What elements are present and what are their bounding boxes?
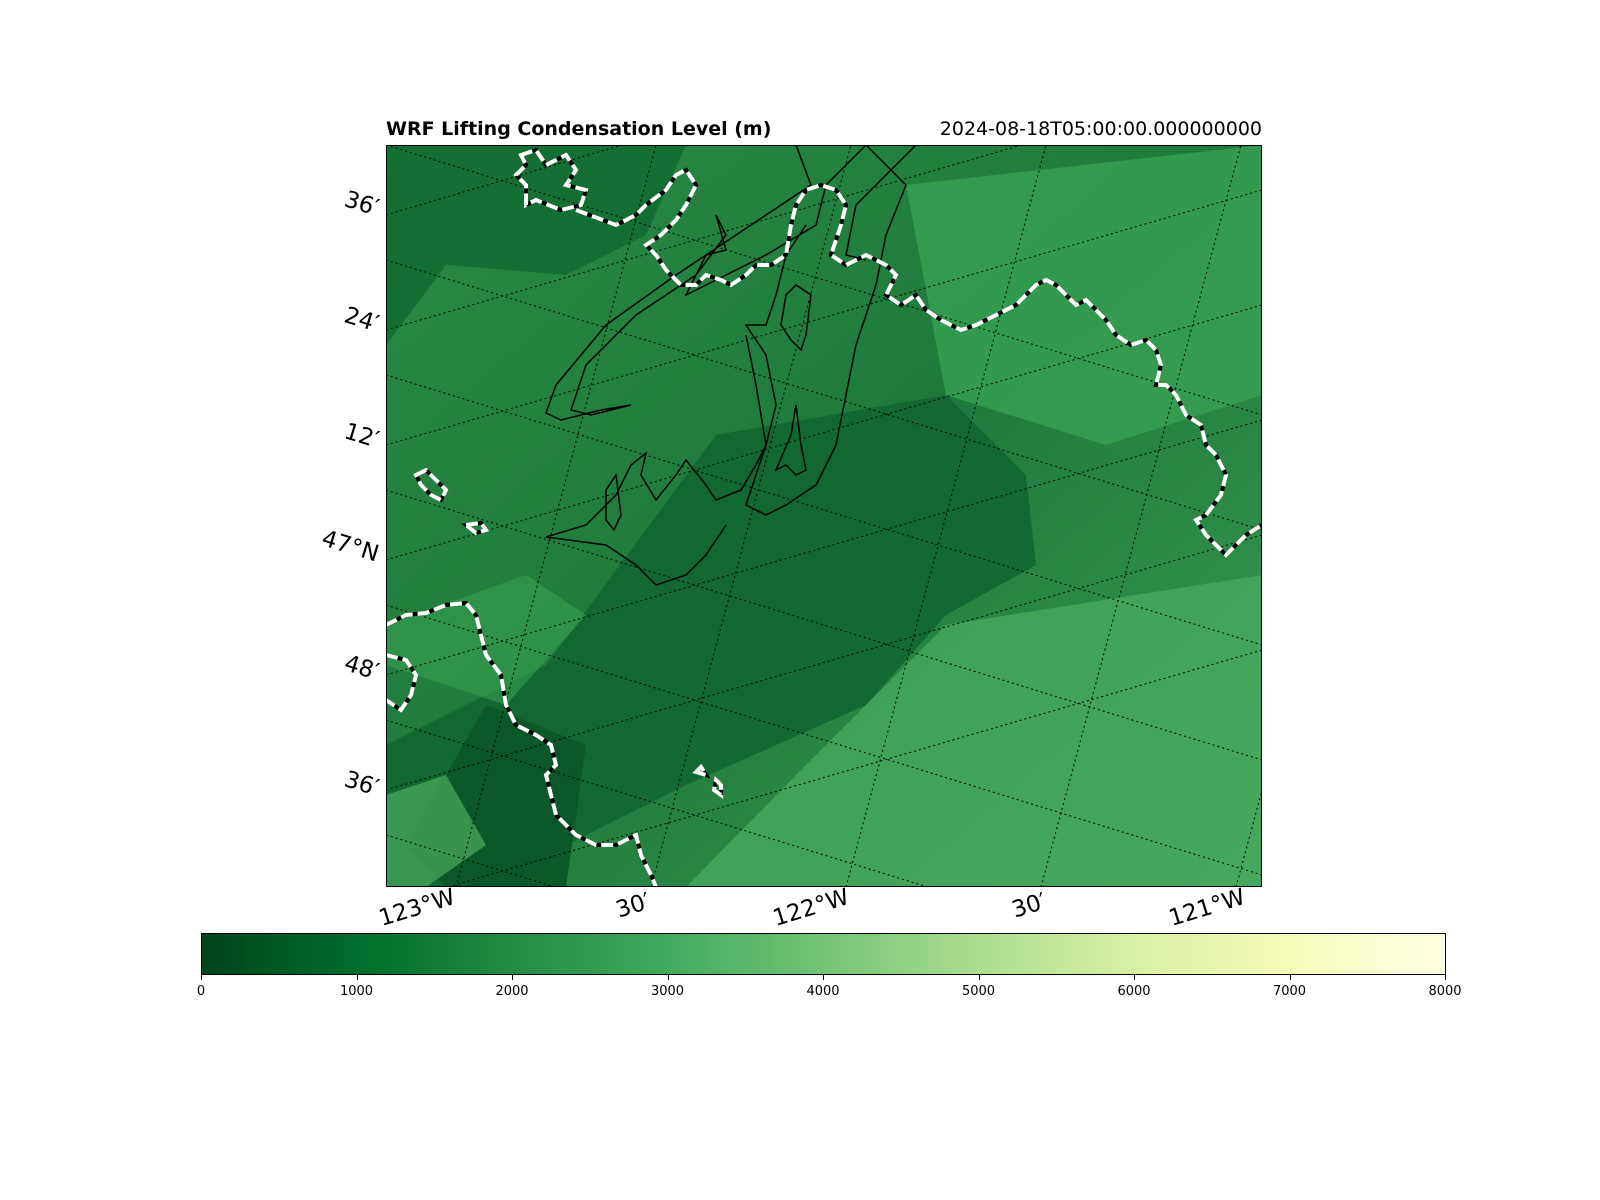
colorbar-tick <box>1445 975 1446 980</box>
colorbar-tick <box>512 975 513 980</box>
colorbar-tick-label: 2000 <box>495 984 529 999</box>
lon-label: 30′ <box>1008 888 1050 924</box>
graticule <box>386 145 1262 887</box>
light-region <box>686 575 1262 887</box>
colorbar-tick-label: 4000 <box>806 984 840 999</box>
lcl-map <box>386 145 1262 887</box>
colorbar-tick-label: 7000 <box>1272 984 1307 999</box>
colorbar-tick <box>667 975 669 980</box>
colorbar-tick <box>823 975 824 980</box>
lon-label: 122°W <box>769 884 853 932</box>
chart-title: WRF Lifting Condensation Level (m) <box>386 118 772 140</box>
colorbar-tick-label: 6000 <box>1117 984 1151 999</box>
lat-label: 36′ <box>341 766 382 802</box>
map-frame <box>386 145 1262 887</box>
lon-label: 123°W <box>375 884 459 932</box>
lon-label: 30′ <box>612 888 654 924</box>
colorbar-tick <box>978 975 980 980</box>
lat-label: 12′ <box>341 418 382 454</box>
colorbar-tick-label: 3000 <box>650 984 685 999</box>
colorbar-tick-label: 0 <box>196 984 206 999</box>
colorbar-tick-label: 5000 <box>961 984 996 999</box>
colorbar-tick <box>1289 975 1291 980</box>
lat-label: 48′ <box>341 650 382 686</box>
colorbar-tick <box>201 975 202 980</box>
colorbar-tick-label: 1000 <box>339 984 374 999</box>
coastline <box>386 147 1262 887</box>
lat-label: 47°N <box>318 525 382 568</box>
lcl-contour <box>545 145 917 586</box>
map-panel[interactable] <box>386 145 1262 887</box>
lat-label: 24′ <box>341 302 382 338</box>
dark-region <box>386 145 686 345</box>
lat-label: 36′ <box>341 186 382 222</box>
colorbar-tick <box>356 975 358 980</box>
valid-time: 2024-08-18T05:00:00.000000000 <box>939 118 1262 140</box>
lon-label: 121°W <box>1165 884 1249 932</box>
colorbar-tick-label: 8000 <box>1428 984 1462 999</box>
light-region <box>386 775 486 887</box>
colorbar-tick <box>1134 975 1135 980</box>
light-region <box>906 145 1262 445</box>
colorbar <box>201 933 1446 975</box>
